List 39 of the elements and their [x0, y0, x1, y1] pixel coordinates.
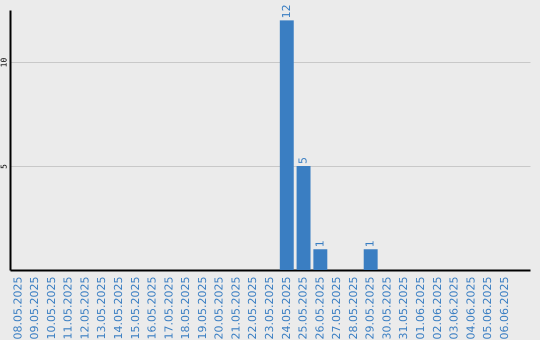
x-tick-label: 14.05.2025 — [112, 276, 125, 340]
x-tick-label: 31.05.2025 — [397, 276, 410, 340]
x-tick-label: 06.06.2025 — [498, 276, 511, 340]
x-tick-label: 23.05.2025 — [263, 276, 276, 340]
x-tick-label: 28.05.2025 — [346, 276, 360, 340]
x-tick-label: 15.05.2025 — [128, 276, 142, 340]
data-label: 12 — [280, 4, 293, 18]
x-tick-label: 10.05.2025 — [44, 276, 58, 340]
x-tick-label: 21.05.2025 — [229, 276, 242, 340]
x-tick-label: 01.06.2025 — [414, 276, 428, 340]
bar — [296, 166, 311, 270]
data-label: 1 — [364, 240, 377, 248]
x-tick-label: 05.06.2025 — [481, 276, 494, 340]
x-tick-label: 11.05.2025 — [62, 276, 75, 340]
bar — [364, 249, 378, 270]
bar — [280, 20, 294, 270]
x-tick-label: 25.05.2025 — [296, 276, 310, 340]
x-tick-label: 24.05.2025 — [280, 276, 293, 340]
x-tick-label: 09.05.2025 — [28, 276, 42, 340]
x-tick-label: 02.06.2025 — [430, 276, 444, 340]
x-tick-label: 17.05.2025 — [162, 276, 176, 340]
bar — [313, 249, 328, 270]
y-tick-label: 10 — [0, 58, 8, 68]
data-label: 5 — [296, 157, 310, 164]
x-tick-label: 22.05.2025 — [246, 276, 260, 340]
x-tick-label: 13.05.2025 — [95, 276, 108, 340]
x-tick-label: 19.05.2025 — [196, 276, 209, 340]
data-label: 1 — [313, 240, 326, 248]
x-tick-label: 29.05.2025 — [364, 276, 377, 340]
x-tick-label: 08.05.2025 — [11, 276, 24, 340]
x-tick-label: 26.05.2025 — [313, 276, 326, 340]
x-tick-label: 20.05.2025 — [212, 276, 226, 340]
x-tick-label: 30.05.2025 — [380, 276, 394, 340]
x-tick-label: 03.06.2025 — [448, 276, 461, 340]
x-tick-label: 27.05.2025 — [330, 276, 344, 340]
x-tick-label: 18.05.2025 — [179, 276, 192, 340]
x-tick-label: 04.06.2025 — [464, 276, 478, 340]
x-tick-label: 16.05.2025 — [146, 276, 159, 340]
x-tick-label: 12.05.2025 — [78, 276, 92, 340]
